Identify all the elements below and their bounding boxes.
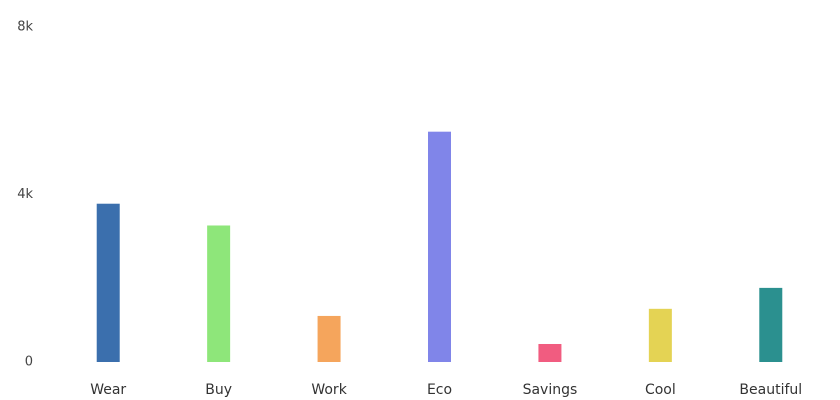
x-tick-label: Beautiful (739, 382, 802, 398)
x-tick-label: Wear (90, 382, 126, 398)
x-tick-label: Cool (645, 382, 676, 398)
y-tick-label: 8k (17, 20, 33, 35)
x-tick-label: Eco (427, 382, 452, 398)
bar (428, 131, 451, 362)
bar (96, 203, 120, 362)
y-tick-label: 0 (25, 355, 33, 370)
bar (317, 315, 341, 362)
bar (648, 308, 672, 362)
bar (538, 343, 562, 362)
bar (759, 287, 783, 362)
x-tick-label: Savings (523, 382, 578, 398)
bar (207, 225, 231, 362)
y-tick-label: 4k (17, 187, 33, 202)
x-tick-label: Work (311, 382, 347, 398)
x-tick-label: Buy (205, 382, 232, 398)
